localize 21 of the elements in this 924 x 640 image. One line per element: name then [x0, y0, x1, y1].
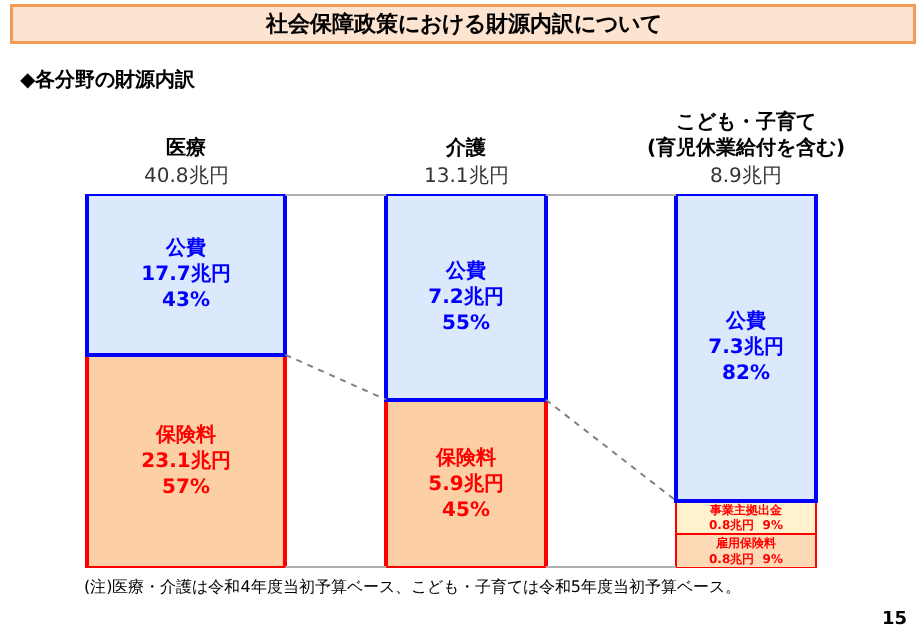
data-label: 23.1兆円 57%: [141, 449, 231, 500]
text: (注)医療・介護は令和4年度当初予算ベース、こども・子育ては令和5年度当初予算ベース。: [84, 578, 741, 596]
annotation: 40.8兆円: [144, 164, 229, 188]
text: 公費: [726, 311, 766, 334]
series-label: 保険料: [434, 445, 496, 470]
data-label: 5.9兆円 45%: [428, 471, 504, 522]
x-tick-label: 介護: [444, 136, 486, 160]
data-label: 17.7兆円 43%: [141, 262, 231, 313]
series-label: 公費: [164, 236, 206, 261]
annotation: 13.1兆円: [424, 164, 509, 188]
x-tick-label: 医療: [166, 136, 206, 160]
x-tick-label: こども・子育て (育児休業給付を含む): [646, 110, 846, 160]
chart-subtitle: ◆各分野の財源内訳: [20, 68, 198, 92]
annotation: 8.9兆円: [710, 164, 782, 188]
bar: [384, 194, 548, 402]
text: 15: [882, 610, 908, 630]
data-label: 7.3兆円 82%: [708, 335, 784, 386]
text: 保険料: [156, 425, 216, 448]
chart-title: 社会保障政策における財源内訳について: [264, 11, 662, 37]
text: 公費: [446, 260, 486, 283]
data-label: 7.2兆円 55%: [428, 284, 504, 335]
